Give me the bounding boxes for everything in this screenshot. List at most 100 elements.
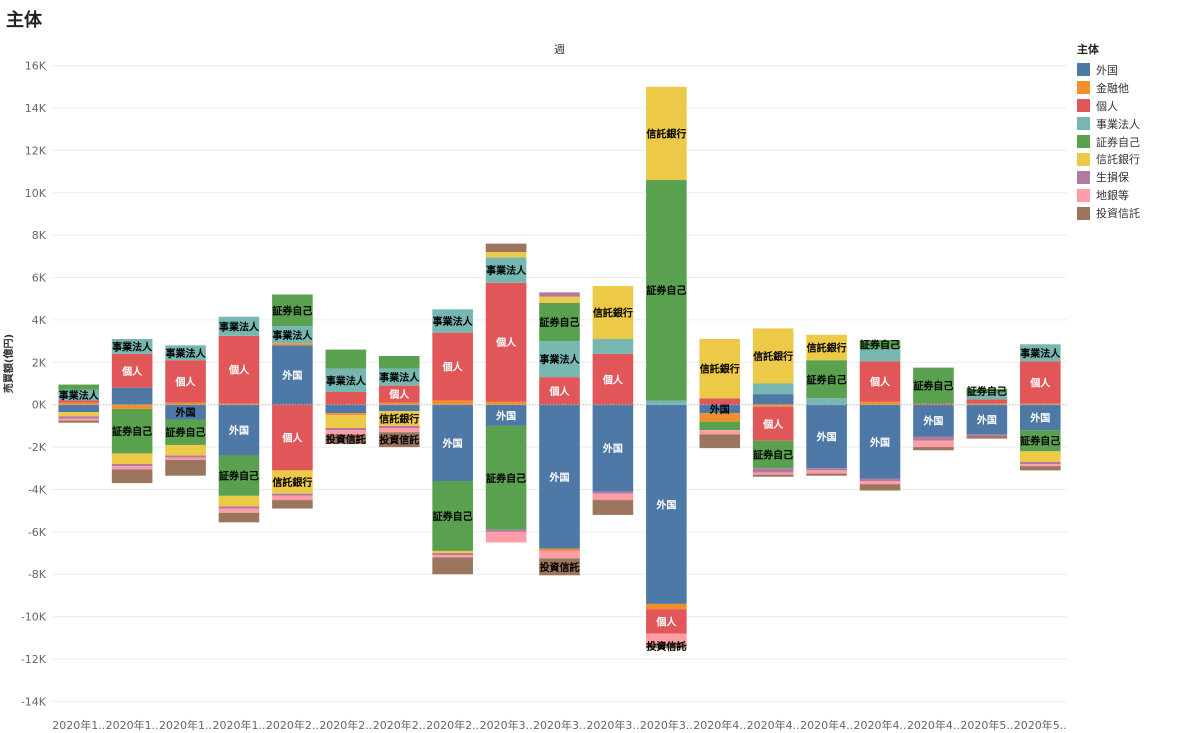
bar-segment: [966, 436, 1008, 439]
bar-segment: [111, 387, 153, 405]
data-label: 個人: [655, 615, 677, 628]
legend-item[interactable]: 金融他: [1077, 79, 1140, 97]
legend-label: 事業法人: [1096, 117, 1140, 131]
bar-segment: [592, 404, 634, 492]
data-label: 信託銀行: [379, 412, 419, 425]
data-label: 個人: [762, 418, 784, 431]
legend-label: 外国: [1096, 63, 1118, 77]
bar-segment: [432, 555, 473, 558]
bar-segment: [646, 180, 687, 401]
data-label: 外国: [869, 436, 890, 449]
data-label: 外国: [1029, 411, 1050, 424]
bar-segment: [111, 338, 153, 354]
y-tick-label: -8K: [28, 568, 47, 581]
bar-segment: [272, 493, 313, 496]
bar-segment: [592, 500, 634, 515]
data-label: 事業法人: [326, 374, 367, 387]
legend-swatch: [1077, 117, 1090, 131]
legend-item[interactable]: 投資信託: [1077, 204, 1140, 222]
bar-segment: [699, 430, 741, 435]
data-label: 信託銀行: [700, 363, 740, 376]
bar-segment: [752, 474, 794, 477]
bar-segment: [111, 469, 153, 484]
bar-segment: [1019, 344, 1061, 362]
bar-segment: [165, 345, 206, 361]
bar-segment: [218, 495, 260, 507]
data-label: 証券自己: [112, 425, 152, 438]
bar-segment: [539, 296, 580, 303]
data-label: 個人: [869, 375, 891, 388]
x-tick-label: 2020年3..: [586, 718, 639, 732]
legend-item[interactable]: 地銀等: [1077, 186, 1140, 204]
bar-segment: [325, 434, 367, 444]
data-label: 外国: [175, 406, 196, 419]
bar-segment: [913, 403, 954, 405]
bar-segment: [859, 478, 901, 481]
bar-segment: [806, 334, 847, 361]
bar-segment: [539, 292, 580, 297]
bar-segment: [485, 243, 527, 253]
legend-item[interactable]: 信託銀行: [1077, 150, 1140, 168]
data-label: 信託銀行: [753, 350, 793, 363]
legend-item[interactable]: 外国: [1077, 61, 1140, 79]
bar-segment: [859, 340, 901, 349]
data-label: 証券自己: [486, 472, 526, 485]
data-label: 外国: [922, 415, 943, 428]
data-label: 事業法人: [540, 353, 581, 366]
bar-segment: [272, 470, 313, 494]
bar-segment: [325, 430, 367, 435]
data-label: 個人: [442, 361, 464, 374]
y-tick-label: -6K: [28, 526, 47, 539]
data-label: 外国: [602, 442, 623, 455]
bar-segment: [592, 491, 634, 494]
bar-segment: [966, 403, 1008, 405]
legend-item[interactable]: 個人: [1077, 97, 1140, 115]
data-label: 証券自己: [967, 385, 1007, 398]
bar-segment: [752, 383, 794, 395]
data-label: 事業法人: [486, 264, 527, 277]
bar-segment: [165, 419, 206, 445]
bar-segment: [111, 453, 153, 465]
bar-segment: [111, 353, 153, 388]
bar-segment: [592, 338, 634, 354]
bar-segment: [432, 400, 473, 405]
legend-label: 個人: [1096, 99, 1118, 113]
bar-segment: [58, 400, 100, 403]
legend-label: 証券自己: [1096, 135, 1140, 149]
bar-segment: [272, 345, 313, 405]
bar-segment: [806, 473, 847, 476]
y-tick-label: 16K: [25, 60, 47, 73]
data-label: 個人: [175, 375, 197, 388]
x-tick-label: 2020年1..: [212, 718, 265, 732]
y-axis-title: 売買額(億円): [2, 334, 15, 393]
bar-segment: [913, 404, 954, 437]
data-label: 外国: [495, 409, 516, 422]
bar-segment: [1019, 361, 1061, 404]
bar-segment: [378, 355, 420, 369]
bar-segment: [58, 384, 100, 390]
data-label: 投資信託: [326, 433, 366, 446]
legend-item[interactable]: 証券自己: [1077, 133, 1140, 151]
legend-item[interactable]: 事業法人: [1077, 115, 1140, 133]
data-label: 外国: [655, 498, 676, 511]
data-label: 投資信託: [379, 434, 419, 447]
legend-items: 外国金融他個人事業法人証券自己 信託銀行 生損保 地銀等 投資信託: [1077, 61, 1140, 222]
bar-segment: [646, 400, 687, 405]
y-tick-label: 0K: [32, 399, 47, 412]
data-label: 証券自己: [540, 316, 580, 329]
x-tick-label: 2020年2..: [373, 718, 426, 732]
x-tick-label: 2020年3..: [533, 718, 586, 732]
bar-segment: [325, 368, 367, 392]
bar-segment: [1019, 430, 1061, 452]
bar-segment: [859, 484, 901, 491]
bar-segment: [806, 360, 847, 399]
data-label: 外国: [442, 437, 463, 450]
bar-segment: [325, 428, 367, 431]
bar-segment: [859, 348, 901, 362]
legend-item[interactable]: 生損保: [1077, 168, 1140, 186]
bar-segment: [325, 404, 367, 414]
bar-segment: [432, 553, 473, 556]
bar-segment: [913, 447, 954, 451]
bar-segment: [485, 282, 527, 402]
bar-segment: [485, 257, 527, 283]
